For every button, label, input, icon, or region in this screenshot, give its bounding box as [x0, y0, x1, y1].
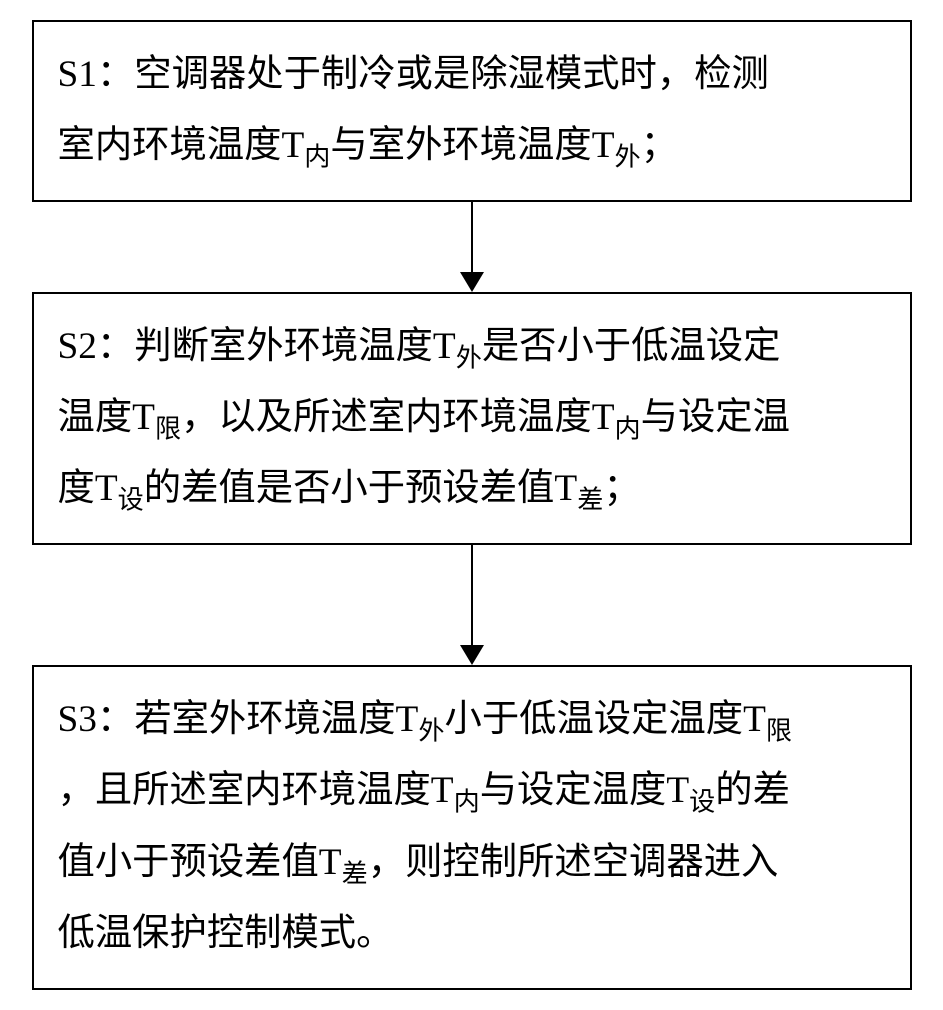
arrow-head-icon [460, 272, 484, 292]
box-line: S3：若室外环境温度T外小于低温设定温度T限 [58, 685, 886, 756]
box-line: 室内环境温度T内与室外环境温度T外； [58, 111, 886, 182]
box-line: 温度T限，以及所述室内环境温度T内与设定温 [58, 383, 886, 454]
subscript: 内 [615, 415, 641, 444]
flowchart-arrow [460, 202, 484, 292]
arrow-stem [471, 545, 473, 645]
box-line: S2：判断室外环境温度T外是否小于低温设定 [58, 312, 886, 383]
arrow-stem [471, 202, 473, 272]
arrow-head-icon [460, 645, 484, 665]
flowchart-box-s2: S2：判断室外环境温度T外是否小于低温设定温度T限，以及所述室内环境温度T内与设… [32, 292, 912, 545]
flowchart-container: S1：空调器处于制冷或是除湿模式时，检测室内环境温度T内与室外环境温度T外； S2… [32, 20, 912, 990]
box-line: 度T设的差值是否小于预设差值T差； [58, 454, 886, 525]
subscript: 外 [456, 343, 482, 372]
flowchart-box-s3: S3：若室外环境温度T外小于低温设定温度T限，且所述室内环境温度T内与设定温度T… [32, 665, 912, 989]
subscript: 设 [118, 486, 144, 515]
box-line: 低温保护控制模式。 [58, 899, 886, 970]
box-line: S1：空调器处于制冷或是除湿模式时，检测 [58, 40, 886, 111]
subscript: 外 [418, 717, 444, 746]
flowchart-arrow [460, 545, 484, 665]
subscript: 内 [304, 142, 330, 171]
subscript: 外 [615, 142, 641, 171]
subscript: 设 [689, 788, 715, 817]
subscript: 限 [766, 717, 792, 746]
subscript: 差 [577, 486, 603, 515]
flowchart-box-s1: S1：空调器处于制冷或是除湿模式时，检测室内环境温度T内与室外环境温度T外； [32, 20, 912, 202]
box-line: ，且所述室内环境温度T内与设定温度T设的差 [58, 756, 886, 827]
subscript: 限 [155, 415, 181, 444]
subscript: 内 [454, 788, 480, 817]
subscript: 差 [342, 859, 368, 888]
box-line: 值小于预设差值T差，则控制所述空调器进入 [58, 828, 886, 899]
